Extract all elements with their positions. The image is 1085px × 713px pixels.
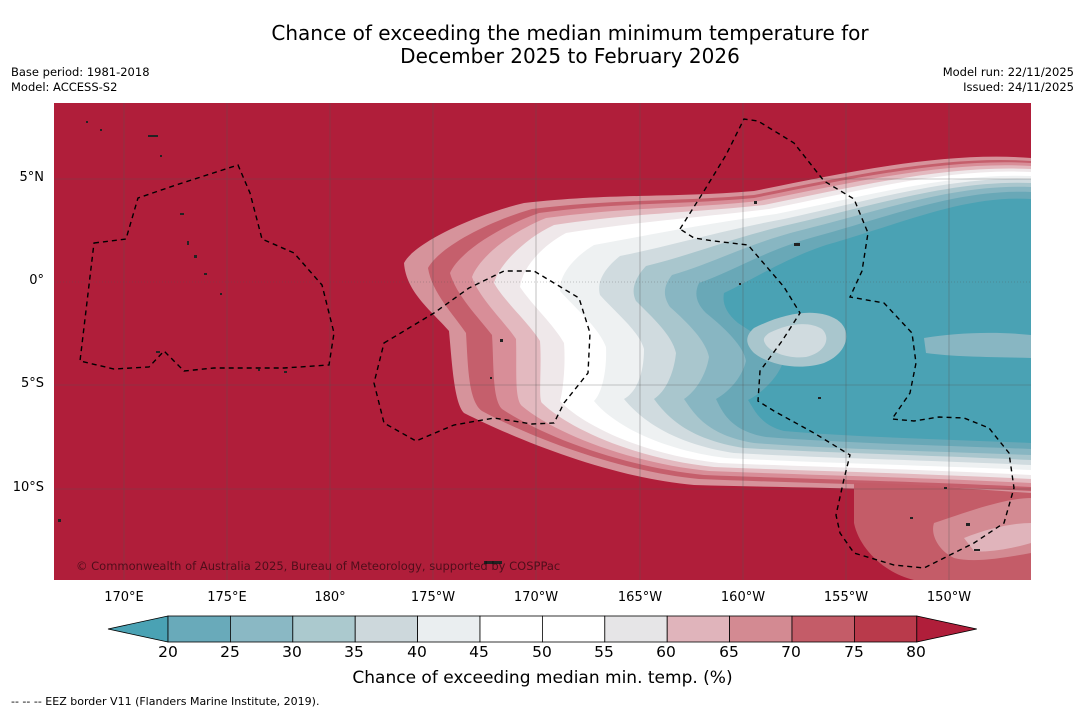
colorbar-cell — [292, 615, 356, 643]
lon-label-175w: 175°W — [410, 590, 456, 605]
cb-tick-40: 40 — [407, 643, 427, 661]
lon-label-155w: 155°W — [823, 590, 869, 605]
colorbar-cell — [791, 615, 855, 643]
lat-label-0: 0° — [29, 273, 44, 288]
colorbar — [107, 615, 977, 643]
eez-borders — [79, 118, 1015, 569]
lon-label-170w: 170°W — [513, 590, 559, 605]
copyright-text: © Commonwealth of Australia 2025, Bureau… — [76, 559, 560, 573]
base-period: Base period: 1981-2018 — [11, 65, 150, 79]
cb-tick-80: 80 — [906, 643, 926, 661]
cb-tick-25: 25 — [220, 643, 240, 661]
map-panel: © Commonwealth of Australia 2025, Bureau… — [54, 103, 1031, 580]
chart-title-line2: December 2025 to February 2026 — [400, 44, 740, 68]
lon-label-180: 180° — [314, 590, 346, 605]
grid-lines — [54, 103, 1031, 580]
colorbar-cell — [666, 615, 731, 643]
colorbar-cell — [167, 615, 231, 643]
lat-label-5s: 5°S — [20, 376, 44, 391]
eez-line-islands — [679, 118, 1015, 569]
colorbar-cell — [230, 615, 294, 643]
anomaly-contours — [404, 156, 1031, 580]
cb-tick-50: 50 — [532, 643, 552, 661]
lat-label-5n: 5°N — [19, 170, 45, 185]
colorbar-extend-low — [107, 615, 169, 643]
colorbar-cell — [354, 615, 418, 643]
lon-label-160w: 160°W — [720, 590, 766, 605]
lat-label-10s: 10°S — [12, 480, 44, 495]
model-name: Model: ACCESS-S2 — [11, 80, 118, 94]
model-run: Model run: 22/11/2025 — [942, 65, 1074, 79]
cb-tick-30: 30 — [282, 643, 302, 661]
colorbar-cell — [541, 615, 606, 643]
colorbar-cells — [107, 615, 977, 643]
lon-label-175e: 175°E — [207, 590, 247, 605]
cb-tick-20: 20 — [158, 643, 178, 661]
islands — [58, 121, 980, 564]
colorbar-title: Chance of exceeding median min. temp. (%… — [352, 668, 733, 688]
eez-phoenix — [373, 270, 591, 442]
colorbar-cell — [729, 615, 793, 643]
colorbar-cell — [854, 615, 918, 643]
cb-tick-45: 45 — [469, 643, 489, 661]
cb-tick-70: 70 — [781, 643, 801, 661]
eez-kiribati-gilbert — [79, 164, 335, 372]
issued-date: Issued: 24/11/2025 — [963, 80, 1074, 94]
meta-left: Base period: 1981-2018 Model: ACCESS-S2 — [11, 65, 150, 95]
colorbar-cell — [604, 615, 668, 643]
lon-label-150w: 150°W — [926, 590, 972, 605]
lon-label-165w: 165°W — [617, 590, 663, 605]
colorbar-extend-high — [916, 615, 977, 643]
cb-tick-65: 65 — [719, 643, 739, 661]
meta-right: Model run: 22/11/2025 Issued: 24/11/2025 — [943, 65, 1074, 95]
colorbar-cell — [479, 615, 543, 643]
eez-footnote: -- -- -- EEZ border V11 (Flanders Marine… — [11, 695, 320, 708]
cb-tick-75: 75 — [844, 643, 864, 661]
chart-title-line1: Chance of exceeding the median minimum t… — [271, 21, 869, 45]
lon-label-170e: 170°E — [104, 590, 144, 605]
cb-tick-35: 35 — [344, 643, 364, 661]
colorbar-cell — [417, 615, 481, 643]
cb-tick-60: 60 — [656, 643, 676, 661]
cb-tick-55: 55 — [594, 643, 614, 661]
